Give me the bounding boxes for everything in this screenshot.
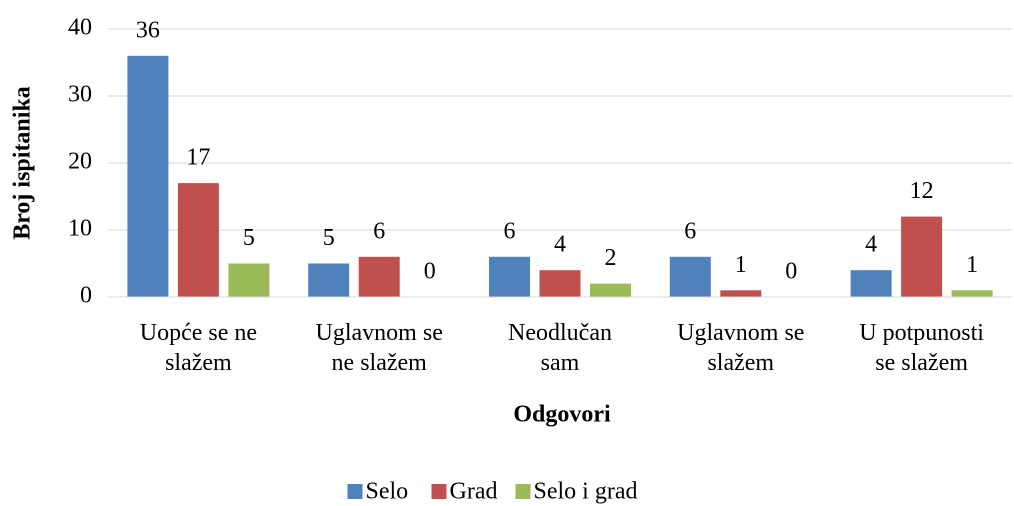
bar xyxy=(228,263,270,297)
y-tick-label: 20 xyxy=(68,149,92,175)
bar xyxy=(177,183,219,297)
legend-label: Selo i grad xyxy=(534,479,638,505)
x-tick-label-line: Uopće se ne xyxy=(140,320,257,346)
y-tick-label: 40 xyxy=(68,15,92,41)
x-tick-label: Uglavnom se ne slažem xyxy=(316,320,443,376)
x-tick-label-line: se slažem xyxy=(875,350,968,376)
x-tick-label-line: ne slažem xyxy=(332,350,428,376)
x-tick-label-line: U potpunosti xyxy=(859,320,984,346)
value-label: 5 xyxy=(243,225,255,251)
x-tick-label-line: Uglavnom se xyxy=(316,320,443,346)
legend-swatch xyxy=(347,484,363,499)
x-tick-label: Uglavnom se slažem xyxy=(677,320,804,376)
y-axis-title: Broj ispitanika xyxy=(10,86,36,240)
x-tick-label-line: Uglavnom se xyxy=(677,320,804,346)
value-label: 4 xyxy=(554,232,566,258)
value-label: 0 xyxy=(785,259,797,285)
bar xyxy=(951,290,993,297)
x-tick-label: Neodlučan sam xyxy=(508,320,612,376)
value-label: 6 xyxy=(504,218,516,244)
bar xyxy=(358,256,400,297)
x-tick-label: U potpunosti se slažem xyxy=(859,320,984,376)
value-label: 36 xyxy=(136,17,160,43)
value-label: 1 xyxy=(735,252,747,278)
x-tick-label-line: slažem xyxy=(165,350,232,376)
bar xyxy=(590,283,631,297)
y-tick-label: 0 xyxy=(80,283,92,309)
y-tick-label: 10 xyxy=(68,216,92,242)
bar xyxy=(539,270,581,297)
bar xyxy=(308,263,350,297)
bar xyxy=(720,290,762,297)
value-label: 12 xyxy=(910,178,934,204)
legend-label: Grad xyxy=(450,479,498,505)
bar xyxy=(669,256,711,297)
y-tick-label: 30 xyxy=(68,82,92,108)
legend-swatch xyxy=(515,484,531,499)
bar xyxy=(127,55,169,297)
value-label: 2 xyxy=(605,245,617,271)
value-label: 6 xyxy=(373,218,385,244)
value-label: 0 xyxy=(424,259,436,285)
legend-label: Selo xyxy=(366,479,409,505)
value-label: 17 xyxy=(186,145,210,171)
x-tick-label-line: Neodlučan xyxy=(508,320,612,346)
value-label: 6 xyxy=(684,218,696,244)
value-label: 1 xyxy=(966,252,978,278)
bar xyxy=(901,216,943,297)
x-tick-label: Uopće se ne slažem xyxy=(140,320,257,376)
x-tick-label-line: sam xyxy=(541,350,580,376)
value-label: 4 xyxy=(865,232,877,258)
bar xyxy=(489,256,530,297)
legend-swatch xyxy=(431,484,447,499)
x-tick-label-line: slažem xyxy=(707,350,774,376)
bar xyxy=(850,270,892,297)
value-label: 5 xyxy=(323,225,335,251)
x-axis-title: Odgovori xyxy=(513,402,611,428)
